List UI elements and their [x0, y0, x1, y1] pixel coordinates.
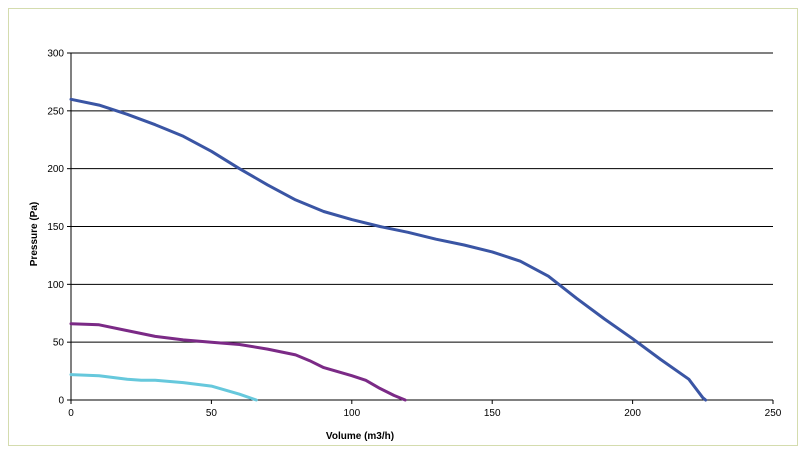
x-tick-label-4: 200	[624, 408, 641, 419]
chart-frame: 0 50 100 150 200 250 300 0 50 100 150 200 250 Volume…	[8, 8, 798, 446]
gridlines	[71, 52, 773, 343]
y-tick-label-4: 200	[47, 164, 64, 175]
y-tick-label-3: 150	[47, 222, 64, 233]
x-tick-label-3: 150	[484, 408, 501, 419]
x-axis-title: Volume (m3/h)	[326, 431, 394, 442]
series-line-2	[69, 322, 407, 402]
x-tick-label-1: 50	[206, 408, 218, 419]
y-tick-label-0: 0	[58, 396, 64, 407]
y-tick-label-1: 50	[53, 338, 65, 349]
chart-svg: 0 50 100 150 200 250 300 0 50 100 150 200 250 Volume…	[29, 49, 782, 443]
series-line-3	[69, 373, 258, 402]
x-tick-label-2: 100	[343, 408, 360, 419]
y-tick-label-2: 100	[47, 280, 64, 291]
series-lines	[69, 97, 708, 402]
series-line-1	[69, 97, 708, 402]
x-tick-label-0: 0	[68, 408, 74, 419]
x-tick-label-5: 250	[765, 408, 782, 419]
y-tick-label-5: 250	[47, 106, 64, 117]
y-tick-label-6: 300	[47, 49, 64, 60]
axes	[67, 52, 774, 404]
y-axis-title: Pressure (Pa)	[29, 202, 40, 266]
tick-labels: 0 50 100 150 200 250 300 0 50 100 150 200 250	[47, 49, 781, 420]
